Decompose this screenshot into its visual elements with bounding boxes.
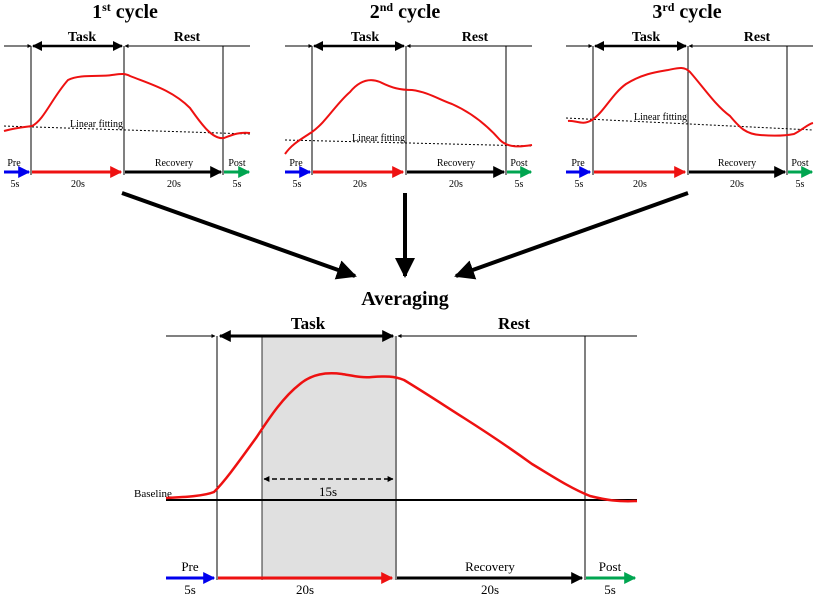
- task-duration: 20s: [296, 582, 314, 597]
- recovery-label: Recovery: [437, 158, 475, 169]
- pre-duration: 5s: [293, 179, 302, 190]
- recovery-duration: 20s: [167, 179, 181, 190]
- task-label: Task: [291, 314, 326, 333]
- cycle-3-title: 3rd cycle: [652, 0, 721, 23]
- post-duration: 5s: [604, 582, 616, 597]
- post-label: Post: [228, 158, 245, 169]
- signal-curve: [3, 73, 251, 140]
- task-label: Task: [68, 30, 97, 45]
- linear-fitting-label: Linear fitting: [634, 112, 687, 123]
- task-duration: 20s: [71, 179, 85, 190]
- cycle-3-to-average-arrow: [454, 191, 689, 280]
- post-duration: 5s: [233, 179, 242, 190]
- baseline-label: Baseline: [134, 488, 172, 500]
- pre-duration: 5s: [11, 179, 20, 190]
- post-label: Post: [599, 559, 622, 574]
- recovery-duration: 20s: [449, 179, 463, 190]
- pre-label: Pre: [289, 158, 303, 169]
- linear-fitting-line: [565, 117, 814, 131]
- cycle-1-title: 1st cycle: [92, 0, 158, 23]
- recovery-duration: 20s: [730, 179, 744, 190]
- task-duration: 20s: [353, 179, 367, 190]
- cycle-2-panel: 2nd cycle Task Rest Linear fitting Pre R…: [284, 0, 533, 190]
- window-duration-label: 15s: [319, 484, 337, 499]
- post-label: Post: [791, 158, 808, 169]
- pre-label: Pre: [7, 158, 21, 169]
- linear-fitting-line: [3, 125, 251, 135]
- linear-fitting-line: [284, 139, 533, 147]
- task-label: Task: [351, 30, 380, 45]
- post-duration: 5s: [796, 179, 805, 190]
- cycle-2-title: 2nd cycle: [370, 0, 441, 23]
- averaged-panel: Task Rest Baseline 15s Pre Recovery Post…: [134, 314, 638, 597]
- pre-duration: 5s: [575, 179, 584, 190]
- rest-label: Rest: [744, 30, 771, 45]
- task-duration: 20s: [633, 179, 647, 190]
- post-duration: 5s: [515, 179, 524, 190]
- averaging-title: Averaging: [361, 288, 448, 310]
- recovery-duration: 20s: [481, 582, 499, 597]
- recovery-label: Recovery: [718, 158, 756, 169]
- task-label: Task: [632, 30, 661, 45]
- cycle-1-panel: 1st cycle Task Rest Linear fitting Pre R…: [3, 0, 251, 190]
- linear-fitting-label: Linear fitting: [70, 119, 123, 130]
- pre-label: Pre: [571, 158, 585, 169]
- rest-label: Rest: [174, 30, 201, 45]
- recovery-label: Recovery: [155, 158, 193, 169]
- rest-label: Rest: [462, 30, 489, 45]
- post-label: Post: [510, 158, 527, 169]
- pre-duration: 5s: [184, 582, 196, 597]
- averaged-signal-curve: [165, 372, 638, 503]
- linear-fitting-label: Linear fitting: [352, 133, 405, 144]
- rest-label: Rest: [498, 314, 530, 333]
- signal-curve: [284, 79, 533, 155]
- signal-curve: [567, 67, 814, 137]
- cycle-1-to-average-arrow: [121, 191, 357, 280]
- averaging-arrows: [121, 191, 689, 280]
- cycle-3-panel: 3rd cycle Task Rest Linear fitting Pre R…: [565, 0, 814, 190]
- recovery-label: Recovery: [465, 559, 515, 574]
- pre-label: Pre: [181, 559, 199, 574]
